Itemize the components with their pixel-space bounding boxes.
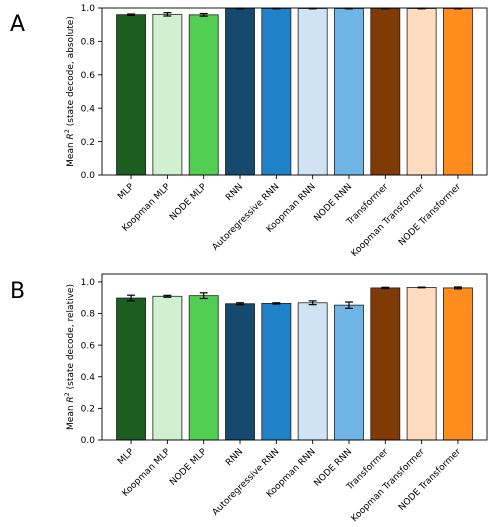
bar-9 [406, 287, 437, 441]
plot-frame [101, 273, 488, 441]
bar-8 [370, 287, 401, 441]
error-bar-1 [127, 13, 136, 16]
bar-4 [225, 303, 255, 441]
error-bar-3 [199, 292, 208, 300]
y-tick-label: 1.0 [81, 278, 96, 288]
bar-4 [225, 8, 255, 176]
x-tick-label: NODE Transformer [397, 182, 463, 248]
bar-3 [188, 295, 219, 441]
x-tick-label: NODE MLP [168, 182, 209, 223]
error-bar-4 [236, 302, 245, 306]
bar-1 [116, 297, 146, 441]
y-tick-label: 1.0 [81, 4, 96, 14]
bar-1 [116, 14, 146, 176]
x-tick-label: Koopman Transformer [350, 182, 427, 259]
x-tick-label: MLP [116, 447, 136, 467]
bar-5 [261, 8, 292, 176]
x-tick-label: Koopman Transformer [350, 447, 427, 524]
bar-8 [370, 8, 401, 176]
x-tick-label: MLP [116, 182, 136, 202]
bar-6 [297, 8, 328, 176]
bar-7 [334, 304, 364, 441]
x-tick-label: RNN [224, 447, 245, 468]
y-tick-label: 0.0 [81, 436, 96, 446]
panel-label-a: A [10, 12, 25, 37]
bar-10 [443, 8, 473, 176]
error-bar-10 [453, 286, 462, 290]
x-tick-label: Autoregressive RNN [211, 447, 282, 518]
bar-2 [152, 295, 183, 441]
panel-label-b: B [10, 279, 25, 304]
y-tick-label: 0.2 [81, 405, 95, 415]
error-bar-2 [163, 12, 172, 17]
y-axis-label: Mean R2 (state decode, relative) [63, 284, 76, 430]
y-tick-label: 0.6 [81, 341, 96, 351]
y-tick-label: 0.2 [81, 138, 95, 148]
bar-2 [152, 13, 183, 176]
plot-frame [101, 7, 488, 176]
y-axis-label: Mean R2 (state decode, absolute) [63, 16, 76, 167]
bar-9 [406, 8, 437, 176]
x-tick-label: RNN [224, 182, 245, 203]
bar-6 [297, 302, 328, 441]
y-tick-label: 0.8 [81, 310, 96, 320]
y-tick-label: 0.0 [81, 171, 96, 181]
error-bar-5 [272, 302, 281, 305]
bar-7 [334, 8, 364, 176]
y-tick-label: 0.8 [81, 38, 96, 48]
error-bar-1 [127, 294, 136, 302]
error-bar-6 [308, 300, 317, 306]
y-tick-label: 0.4 [81, 104, 96, 114]
x-tick-label: Autoregressive RNN [211, 182, 282, 253]
y-tick-label: 0.6 [81, 71, 96, 81]
error-bar-3 [199, 12, 208, 17]
error-bar-2 [163, 294, 172, 298]
bar-5 [261, 303, 292, 441]
bar-10 [443, 287, 473, 441]
y-tick-label: 0.4 [81, 373, 96, 383]
error-bar-7 [344, 301, 353, 309]
error-bar-9 [417, 286, 426, 289]
error-bar-8 [381, 286, 390, 290]
x-tick-label: NODE MLP [168, 447, 209, 488]
x-tick-label: NODE Transformer [397, 447, 463, 513]
bar-3 [188, 14, 219, 176]
